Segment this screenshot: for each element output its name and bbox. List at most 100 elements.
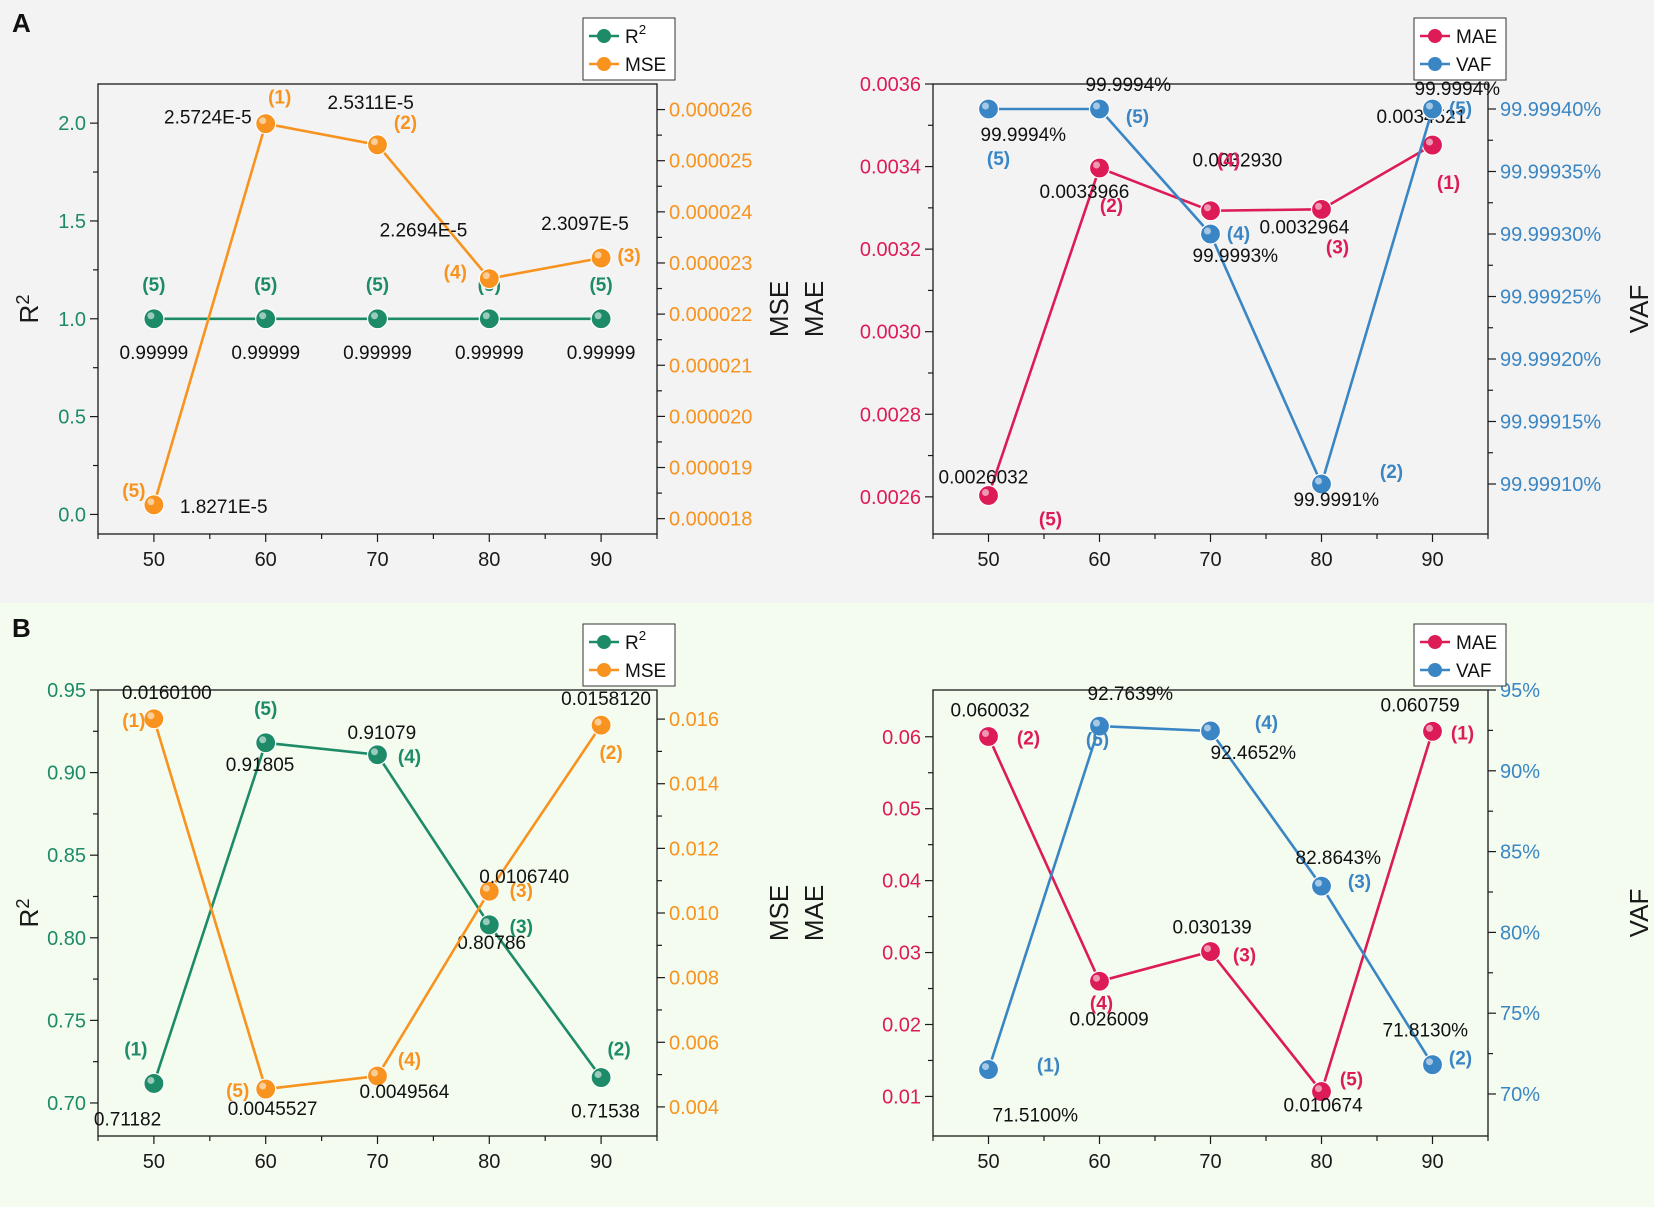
left-data-point (1199, 200, 1222, 222)
right-data-point (1199, 223, 1222, 245)
left-data-point (1421, 134, 1444, 156)
right-data-point (143, 494, 165, 516)
left-data-point (1088, 970, 1111, 992)
left-data-point (478, 914, 500, 936)
right-tick-label: 0.000025 (669, 151, 752, 173)
x-tick-label: 90 (1421, 1151, 1443, 1173)
legend-entry-label: VAF (1456, 661, 1492, 682)
right-point-highlight (147, 498, 155, 506)
chart-b-2: 50 60 70 80 90 0.01 0.02 0.03 0.04 0.05 0.06 70% 75%… (799, 623, 1654, 1173)
right-axis-title: MSE (764, 885, 794, 941)
right-point-highlight (1204, 724, 1211, 732)
left-data-point (1421, 720, 1444, 742)
right-rank-label: (1) (1037, 1056, 1060, 1077)
left-value-label: 0.0032930 (1193, 151, 1283, 172)
panel-b-letter: B (12, 613, 31, 643)
x-tick-label: 80 (1310, 549, 1332, 571)
left-tick-label: 0.04 (882, 871, 921, 893)
legend-entry-label: MSE (625, 55, 666, 76)
right-tick-label: 99.99910% (1500, 474, 1601, 496)
left-tick-label: 0.0026 (860, 487, 921, 509)
right-tick-label: 0.004 (669, 1097, 719, 1119)
left-rank-label: (5) (1340, 1070, 1363, 1091)
left-value-label: 0.99999 (567, 343, 636, 364)
left-rank-label: (3) (1326, 237, 1349, 258)
charts-layer: 50 60 70 80 90 0.0 0.5 1.0 1.5 2.0 0.000018 0.00001… (13, 17, 1654, 1173)
left-point-highlight (1426, 724, 1433, 732)
right-tick-label: 99.99930% (1500, 224, 1601, 246)
left-data-point (366, 308, 389, 330)
right-value-label: 0.0158120 (561, 689, 651, 710)
right-value-label: 1.8271E-5 (180, 497, 268, 518)
left-point-highlight (1204, 945, 1211, 953)
left-point-highlight (1093, 161, 1100, 169)
legend-swatch-marker (1428, 57, 1442, 71)
left-rank-label: (2) (607, 1040, 630, 1061)
right-axis-title: MSE (764, 281, 794, 337)
left-value-label: 0.026009 (1070, 1009, 1149, 1030)
left-value-label: 0.71538 (571, 1102, 640, 1123)
legend-swatch-marker (597, 29, 611, 43)
left-value-label: 0.99999 (343, 343, 412, 364)
right-value-label: 71.8130% (1383, 1021, 1469, 1042)
right-data-point (1421, 1054, 1444, 1076)
left-data-point (1199, 940, 1222, 963)
legend-box (582, 623, 676, 687)
right-value-label: 0.0106740 (479, 867, 569, 888)
right-rank-label: (4) (1227, 224, 1250, 245)
left-tick-label: 0.0034 (860, 157, 921, 179)
right-data-point (255, 1078, 277, 1100)
right-rank-label: (5) (1449, 99, 1472, 120)
right-tick-label: 0.000020 (669, 406, 752, 428)
panel-a-letter: A (12, 8, 31, 38)
left-rank-label: (5) (142, 275, 165, 296)
right-tick-label: 0.006 (669, 1032, 719, 1054)
left-tick-label: 0.02 (882, 1015, 921, 1037)
left-rank-label: (3) (510, 917, 533, 938)
right-point-highlight (1093, 102, 1100, 110)
left-point-highlight (1315, 1085, 1322, 1093)
right-value-label: 2.3097E-5 (541, 214, 629, 235)
left-tick-label: 0.75 (47, 1010, 86, 1032)
right-tick-label: 0.008 (669, 968, 719, 990)
left-tick-label: 1.5 (58, 211, 86, 233)
right-value-label: 0.0160100 (122, 683, 212, 704)
left-tick-label: 1.0 (58, 309, 86, 331)
right-axis-title: VAF (1624, 285, 1654, 334)
right-tick-label: 80% (1500, 922, 1540, 944)
right-rank-label: (3) (1348, 872, 1371, 893)
left-value-label: 0.91805 (226, 755, 295, 776)
right-tick-label: 75% (1500, 1003, 1540, 1025)
right-tick-label: 70% (1500, 1084, 1540, 1106)
left-value-label: 0.80786 (457, 933, 526, 954)
right-tick-label: 0.000023 (669, 253, 752, 275)
right-rank-label: (3) (617, 246, 640, 267)
right-tick-label: 99.99940% (1500, 99, 1601, 121)
left-rank-label: (2) (1100, 196, 1123, 217)
right-data-point (1310, 875, 1333, 897)
left-data-point (1310, 198, 1333, 220)
right-tick-label: 95% (1500, 680, 1540, 702)
right-tick-label: 90% (1500, 761, 1540, 783)
left-data-point (1088, 157, 1111, 179)
right-point-highlight (259, 117, 267, 125)
left-data-point (478, 308, 500, 330)
right-rank-label: (2) (599, 743, 622, 764)
left-tick-label: 0.90 (47, 763, 86, 785)
left-rank-label: (4) (1217, 151, 1240, 172)
right-tick-label: 0.016 (669, 709, 719, 731)
legend-entry-label: MSE (625, 661, 666, 682)
right-data-point (478, 268, 500, 290)
x-tick-label: 50 (143, 1151, 165, 1173)
right-data-point (590, 714, 612, 736)
left-rank-label: (1) (1437, 173, 1460, 194)
x-tick-label: 80 (478, 1151, 500, 1173)
right-data-point (143, 708, 165, 730)
right-value-label: 2.5724E-5 (164, 108, 252, 129)
left-tick-label: 0.0036 (860, 74, 921, 96)
right-tick-label: 85% (1500, 842, 1540, 864)
right-point-highlight (594, 251, 602, 259)
right-rank-label: (2) (1449, 1049, 1472, 1070)
x-tick-label: 90 (590, 549, 612, 571)
right-value-label: 99.9994% (1086, 75, 1172, 96)
